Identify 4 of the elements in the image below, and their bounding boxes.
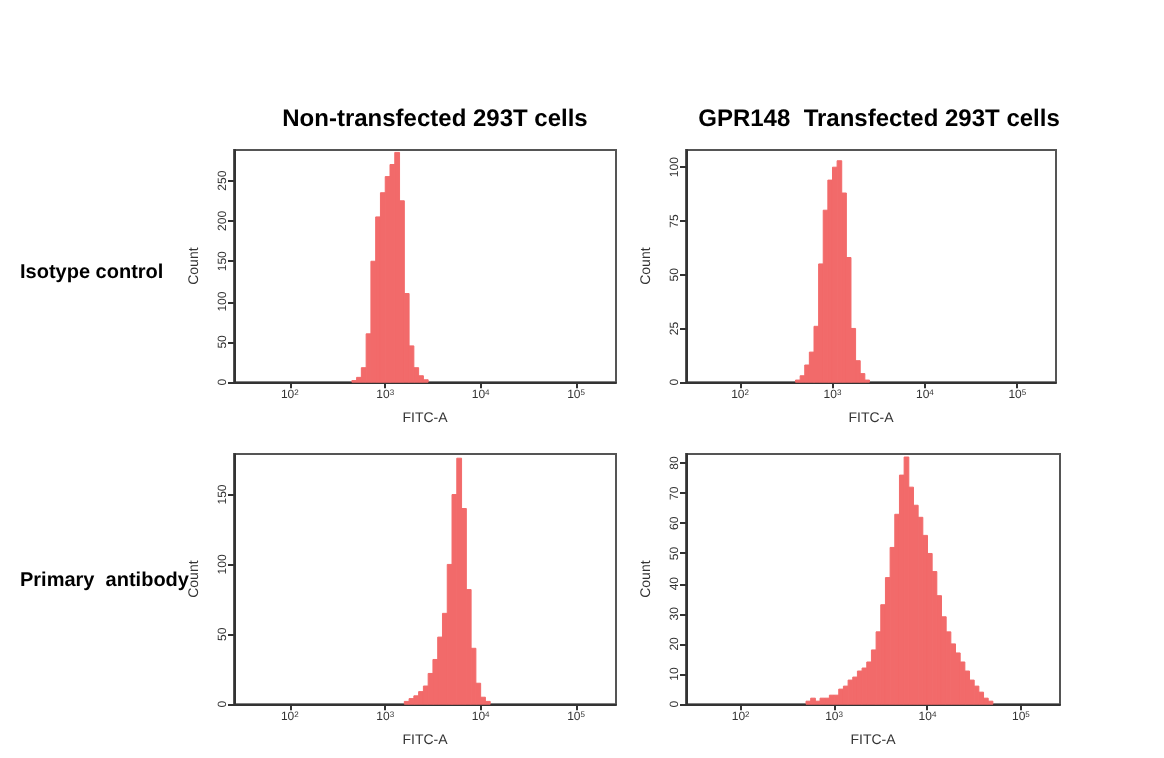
chart-title: Non-transfected 293T cells	[282, 104, 589, 132]
chart-title: GPR148 Transfected 293T cells	[698, 104, 1061, 132]
text: Isotype control	[20, 262, 164, 284]
text: Primary antibody	[20, 570, 190, 592]
